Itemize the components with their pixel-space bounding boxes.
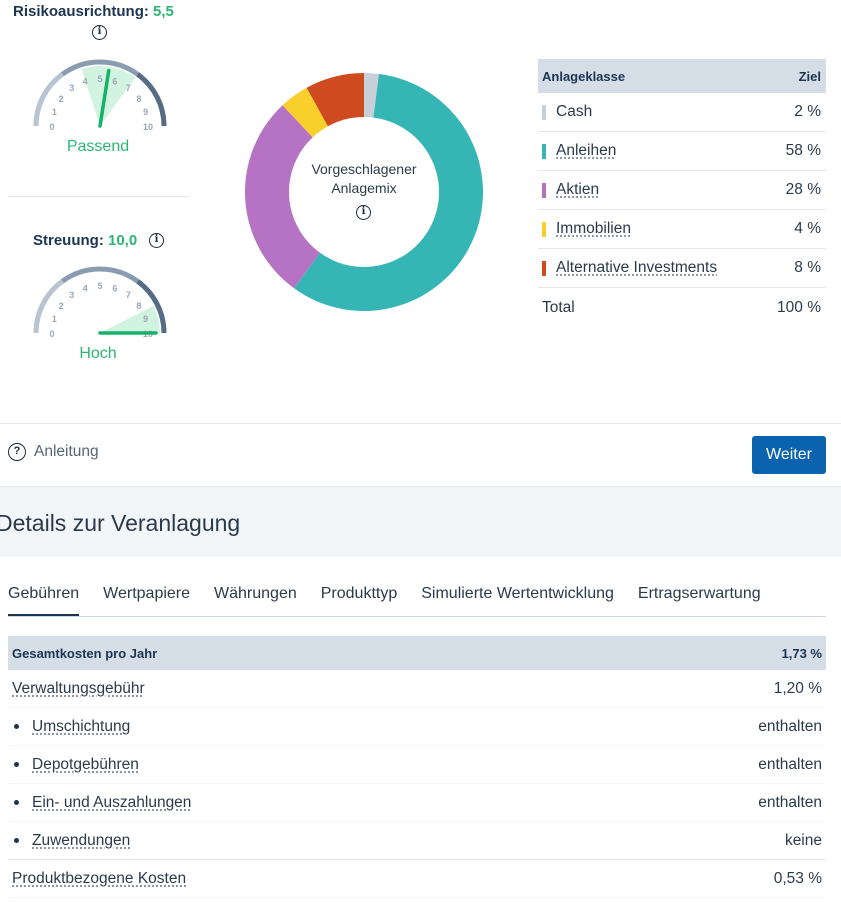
costs-header: Gesamtkosten pro Jahr 1,73 %: [8, 636, 826, 670]
details-tabs: Gebühren Wertpapiere Währungen Produktty…: [8, 583, 826, 617]
risk-tick-label: 10: [143, 122, 153, 132]
umschichtung-link[interactable]: Umschichtung: [32, 717, 131, 735]
immobilien-link[interactable]: Immobilien: [556, 220, 631, 237]
ein-auszahlungen-link[interactable]: Ein- und Auszahlungen: [32, 793, 192, 811]
cost-row-depotgebuehren: Depotgebühren enthalten: [8, 746, 826, 784]
anleihen-link[interactable]: Anleihen: [556, 142, 617, 159]
allocation-header: Anlageklasse Ziel: [538, 59, 826, 93]
allocation-row-alternative: Alternative Investments 8 %: [538, 249, 826, 288]
produktbezogene-kosten-link[interactable]: Produktbezogene Kosten: [12, 869, 187, 887]
anleihen-swatch: [542, 143, 546, 159]
alternative-link[interactable]: Alternative Investments: [556, 259, 718, 276]
donut-slice-immobilien[interactable]: [282, 87, 328, 138]
depotgebuehren-link[interactable]: Depotgebühren: [32, 755, 139, 773]
bullet-icon: [14, 799, 19, 805]
risk-status: Passend: [66, 138, 130, 155]
tab-gebuehren[interactable]: Gebühren: [8, 583, 80, 616]
donut-center-label: Vorgeschlagener Anlagemix: [311, 161, 417, 196]
risk-tick-label: 6: [112, 76, 117, 86]
spread-highlight-wedge: [100, 305, 160, 333]
footer-divider: [0, 423, 841, 424]
cost-row-ein-auszahlungen: Ein- und Auszahlungen enthalten: [8, 784, 826, 822]
risk-arc-segment: [60, 59, 140, 77]
spread-tick-label: 5: [97, 281, 102, 291]
risk-tick-label: 4: [83, 76, 88, 86]
spread-tick-label: 9: [143, 314, 148, 324]
allocation-row-total: Total 100 %: [542, 298, 821, 316]
spread-tick-label: 2: [59, 301, 64, 311]
allocation-row-anleihen: Anleihen 58 %: [538, 132, 826, 171]
cost-row-verwaltung: Verwaltungsgebühr 1,20 %: [8, 670, 826, 708]
spread-tick-label: 6: [112, 283, 117, 293]
spread-tick-label: 4: [83, 283, 88, 293]
spread-tick-label: 0: [49, 329, 54, 339]
allocation-donut: [245, 73, 483, 311]
question-icon: ?: [8, 443, 26, 461]
spread-arc-segment: [136, 279, 167, 334]
donut-slice-alternative-investments[interactable]: [306, 73, 364, 127]
donut-slice-anleihen[interactable]: [294, 73, 483, 311]
cost-row-umschichtung: Umschichtung enthalten: [8, 708, 826, 746]
spread-info-icon[interactable]: i: [149, 233, 164, 248]
risk-tick-label: 1: [52, 107, 57, 117]
verwaltungsgebuehr-link[interactable]: Verwaltungsgebühr: [12, 679, 145, 697]
alternative-swatch: [542, 260, 546, 276]
spread-tick-label: 3: [69, 290, 74, 300]
spread-tick-label: 7: [126, 290, 131, 300]
donut-slice-aktien[interactable]: [245, 105, 320, 289]
spread-status: Hoch: [79, 345, 117, 362]
tabs-fade: [786, 583, 826, 613]
tab-produkttyp[interactable]: Produkttyp: [320, 585, 398, 602]
risk-tick-label: 8: [136, 94, 141, 104]
cash-swatch: [542, 104, 546, 120]
risk-tick-label: 5: [97, 74, 102, 84]
next-button[interactable]: Weiter: [752, 436, 826, 474]
spread-tick-label: 8: [136, 301, 141, 311]
risk-tick-label: 2: [59, 94, 64, 104]
cost-row-produktkosten: Produktbezogene Kosten 0,53 %: [8, 860, 826, 898]
risk-title: Risikoausrichtung: 5,5: [13, 3, 174, 20]
tab-waehrungen[interactable]: Währungen: [214, 585, 297, 602]
allocation-row-cash: Cash 2 %: [538, 93, 826, 132]
tab-simulierte-wertentwicklung[interactable]: Simulierte Wertentwicklung: [421, 585, 614, 602]
allocation-row-immobilien: Immobilien 4 %: [538, 210, 826, 249]
risk-tick-label: 3: [69, 83, 74, 93]
costs-table: Gesamtkosten pro Jahr 1,73 % Verwaltungs…: [8, 636, 826, 898]
risk-arc-segment: [136, 72, 167, 127]
risk-tick-label: 0: [49, 122, 54, 132]
tab-wertpapiere[interactable]: Wertpapiere: [103, 585, 191, 602]
allocation-row-aktien: Aktien 28 %: [538, 171, 826, 210]
tab-ertragserwartung[interactable]: Ertragserwartung: [637, 585, 761, 602]
allocation-table: Anlageklasse Ziel Cash 2 % Anleihen 58 %…: [538, 59, 826, 327]
aktien-link[interactable]: Aktien: [556, 181, 600, 198]
risk-arc-segment: [33, 72, 64, 127]
risk-tick-label: 9: [143, 107, 148, 117]
immobilien-swatch: [542, 221, 546, 237]
spread-tick-label: 1: [52, 314, 57, 324]
risk-highlight-wedge: [81, 66, 136, 126]
spread-arc-segment: [33, 279, 64, 334]
gauge-divider: [8, 196, 189, 197]
aktien-swatch: [542, 182, 546, 198]
help-link[interactable]: ? Anleitung: [8, 443, 99, 461]
spread-value: 10,0: [108, 232, 138, 249]
risk-tick-label: 7: [126, 83, 131, 93]
donut-info-icon[interactable]: i: [356, 205, 371, 220]
risk-needle: [98, 68, 111, 128]
cost-row-zuwendungen: Zuwendungen keine: [8, 822, 826, 860]
risk-value: 5,5: [153, 3, 174, 20]
zuwendungen-link[interactable]: Zuwendungen: [32, 831, 131, 849]
bullet-icon: [14, 723, 19, 729]
spread-title: Streuung: 10,0: [33, 232, 138, 249]
donut-slice-cash[interactable]: [364, 73, 379, 118]
spread-arc-segment: [60, 266, 140, 284]
bullet-icon: [14, 761, 19, 767]
details-header-band: [0, 486, 841, 557]
donut-center: [290, 118, 438, 266]
details-title: Details zur Veranlagung: [0, 510, 241, 536]
risk-info-icon[interactable]: i: [92, 25, 107, 40]
bullet-icon: [14, 837, 19, 843]
